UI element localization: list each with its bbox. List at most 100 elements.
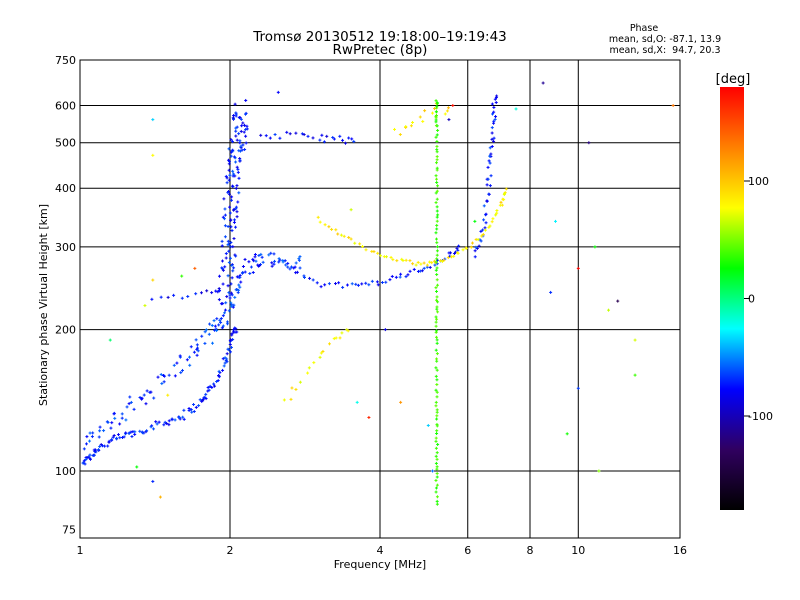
echo-point <box>389 255 393 259</box>
echo-point <box>435 241 439 245</box>
echo-point <box>350 137 354 141</box>
echo-point <box>349 208 353 212</box>
echo-point <box>84 457 88 461</box>
echo-point <box>165 422 169 426</box>
echo-point <box>173 374 177 378</box>
echo-point <box>248 272 252 276</box>
echo-point <box>238 275 242 279</box>
phase-stats-o-mode: mean, sd,O: -87.1, 13.9 <box>609 34 721 45</box>
echo-point <box>225 295 229 299</box>
echo-point <box>394 275 398 279</box>
echo-point <box>504 187 508 191</box>
echo-point <box>243 123 247 127</box>
echo-point <box>490 137 494 141</box>
echo-point <box>434 201 438 205</box>
echo-point <box>482 204 486 208</box>
echo-point <box>98 425 102 429</box>
echo-point <box>367 415 371 419</box>
echo-point <box>223 207 227 211</box>
echo-point <box>138 429 142 433</box>
echo-point <box>268 136 272 140</box>
echo-point <box>249 265 253 269</box>
echo-point <box>319 351 323 355</box>
echo-point <box>435 408 439 412</box>
echo-point <box>142 431 146 435</box>
colorbar-tick-label: 0 <box>748 293 755 306</box>
echo-point <box>430 261 434 265</box>
echo-point <box>149 425 153 429</box>
echo-point <box>434 335 438 339</box>
echo-point <box>198 398 202 402</box>
echo-point <box>230 229 234 233</box>
echo-point <box>290 386 294 390</box>
echo-point <box>442 258 446 262</box>
echo-point <box>235 330 239 334</box>
echo-point <box>488 154 492 158</box>
chart-subtitle: RwPretec (8p) <box>333 42 428 58</box>
echo-point <box>111 435 115 439</box>
echo-point <box>434 286 438 290</box>
echo-point <box>481 228 485 232</box>
echo-point <box>607 308 611 312</box>
echo-point <box>226 284 230 288</box>
echo-point <box>233 218 237 222</box>
echo-point <box>423 109 427 113</box>
echo-point <box>318 138 322 142</box>
echo-point <box>286 261 290 265</box>
echo-point <box>633 373 637 377</box>
echo-point <box>297 258 301 262</box>
echo-point <box>298 266 302 270</box>
echo-point <box>306 134 310 138</box>
echo-point <box>135 465 139 469</box>
echo-point <box>210 291 214 295</box>
x-tick-label: 2 <box>227 544 234 557</box>
echo-point <box>306 371 310 375</box>
echo-point <box>436 283 440 287</box>
echo-point <box>260 255 264 259</box>
echo-point <box>284 263 288 267</box>
echo-point <box>212 382 216 386</box>
echo-point <box>341 285 345 289</box>
echo-point <box>163 374 167 378</box>
echo-point <box>228 173 232 177</box>
echo-point <box>434 490 438 494</box>
echo-point <box>234 160 238 164</box>
echo-point <box>214 289 218 293</box>
echo-point <box>473 219 477 223</box>
echo-point <box>243 270 247 274</box>
echo-point <box>398 275 402 279</box>
echo-point <box>435 414 439 418</box>
y-tick-label: 75 <box>62 524 76 537</box>
echo-point <box>220 266 224 270</box>
echo-point <box>425 263 429 267</box>
x-tick-label: 10 <box>571 544 585 557</box>
echo-point <box>110 421 114 425</box>
echo-point <box>235 210 239 214</box>
echo-point <box>433 107 437 111</box>
echo-point <box>435 502 439 506</box>
echo-point <box>494 213 498 217</box>
echo-point <box>345 283 349 287</box>
echo-point <box>128 395 132 399</box>
echo-point <box>493 97 497 101</box>
echo-point <box>160 382 164 386</box>
echo-point <box>173 418 177 422</box>
echo-point <box>244 98 248 102</box>
echo-point <box>370 279 374 283</box>
echo-point <box>162 380 166 384</box>
echo-point <box>435 429 439 433</box>
echo-point <box>223 356 227 360</box>
echo-point <box>226 274 230 278</box>
echo-point <box>435 166 439 170</box>
echo-point <box>112 411 116 415</box>
x-tick-label: 4 <box>377 544 384 557</box>
echo-point <box>220 239 224 243</box>
echo-point <box>409 124 413 128</box>
echo-point <box>215 380 219 384</box>
echo-point <box>107 439 111 443</box>
echo-point <box>435 417 439 421</box>
echo-point <box>229 218 233 222</box>
echo-point <box>234 327 238 331</box>
echo-point <box>494 115 498 119</box>
echo-point <box>411 262 415 266</box>
